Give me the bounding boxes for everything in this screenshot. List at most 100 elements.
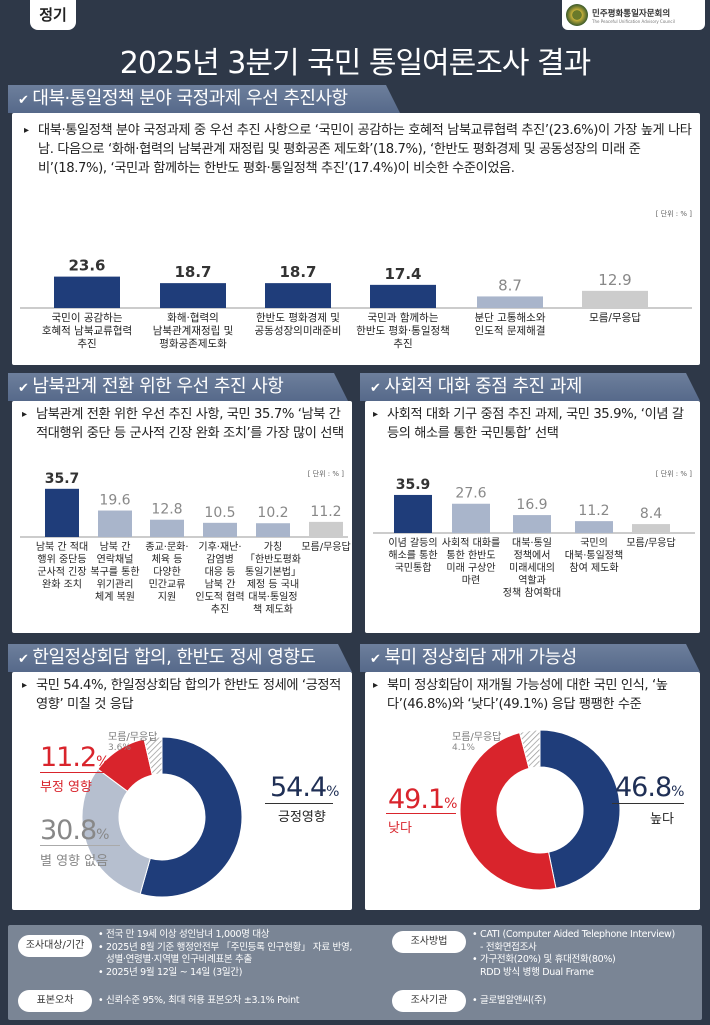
category-label-line: 국민통합: [395, 562, 432, 574]
category-label-line: 위기관리: [97, 578, 134, 591]
unit-label: [ 단위 : % ]: [307, 470, 344, 478]
section-heading-5: ✔ 북미 정상회담 재개 가능성: [360, 644, 700, 672]
bar-value-label: 23.6: [68, 257, 105, 275]
bar: [582, 290, 648, 308]
detail-line: 2025년 9월 12일 ~ 14일 (3일간): [98, 967, 398, 980]
category-label-line: 통한 한반도: [446, 550, 495, 562]
section-heading-3: ✔ 사회적 대화 중점 추진 과제: [360, 373, 700, 401]
bar: [265, 283, 331, 308]
check-icon: ✔: [18, 93, 29, 108]
bar-value-label: 12.9: [598, 271, 631, 289]
bar: [632, 524, 670, 533]
category-label-line: 추진: [77, 338, 96, 350]
category-label-line: 모름/무응답: [626, 537, 675, 549]
bar: [309, 521, 343, 537]
bar-value-label: 35.7: [45, 471, 80, 487]
check-icon: ✔: [18, 652, 29, 667]
category-label-line: 국민의: [580, 537, 608, 549]
category-label-line: 분단 고통해소와: [475, 311, 546, 324]
no-effect-label: 별 영향 없음: [40, 854, 109, 869]
logo: 민주평화통일자문회의 The Peaceful Unification Advis…: [562, 0, 705, 30]
low-value: 49.1%: [388, 784, 458, 815]
category-label-line: 종교·문화·: [145, 541, 188, 553]
category-label-line: 국민과 함께하는: [368, 311, 439, 324]
agency-details: 글로벌알앤씨(주): [472, 995, 546, 1008]
positive-value: 54.4%: [270, 772, 340, 803]
category-label-line: 추진: [393, 338, 412, 350]
category-label-line: 해소를 통한: [388, 549, 437, 562]
bar-value-label: 10.2: [257, 505, 288, 521]
category-label-line: 다양한: [153, 566, 181, 578]
bar-value-label: 17.4: [384, 265, 421, 283]
category-label-line: 사회적 대화를: [442, 537, 500, 549]
survey-info: 조사대상/기간 전국 만 19세 이상 성인남녀 1,000명 대상 2025년…: [8, 925, 702, 1020]
category-label: 가칭 「한반도평화 통일기본법」 제정 등 국내 대북·통일정 책 제도화: [245, 541, 301, 616]
category-label-line: 인도적 협력: [195, 590, 244, 603]
bar: [575, 521, 613, 533]
category-label-line: 미래세대의: [509, 562, 555, 574]
category-label-line: 군사적 긴장: [37, 566, 86, 578]
section-heading-text: 북미 정상회담 재개 가능성: [384, 647, 577, 668]
divider: [612, 803, 684, 804]
donut-slice: [139, 736, 243, 898]
bar-value-label: 18.7: [279, 263, 316, 281]
bar-value-label: 18.7: [174, 263, 211, 281]
panel-lead-text: 사회적 대화 기구 중점 추진 과제, 국민 35.9%, ‘이념 갈등의 해소…: [373, 405, 695, 443]
category-label: 국민이 공감하는 호혜적 남북교류협력 추진: [42, 311, 132, 350]
category-label-line: 모름/무응답: [589, 312, 641, 324]
panel-lead-text: 국민 54.4%, 한일정상회담 합의가 한반도 정세에 ‘긍정적 영향’ 미칠…: [22, 676, 348, 714]
category-label-line: 국민이 공감하는: [52, 311, 123, 324]
panel-lead-text: 남북관계 전환 위한 우선 추진 사항, 국민 35.7% ‘남북 간 적대행위…: [22, 405, 348, 443]
category-label-line: 완화 조치: [42, 579, 82, 591]
category-label-line: 지원: [158, 591, 176, 603]
donut-chart-north-us: [459, 729, 621, 891]
bar: [98, 510, 132, 537]
category-label: 남북 간 연락채널 복구를 통한 위기관리 체계 복원: [90, 541, 139, 603]
section-heading-text: 대북·통일정책 분야 국정과제 우선 추진사항: [32, 88, 348, 109]
negative-value: 11.2%: [40, 742, 110, 773]
category-label-line: 정책 참여확대: [503, 587, 561, 599]
bar: [203, 522, 237, 537]
category-label-line: 체계 복원: [95, 591, 135, 603]
check-icon: ✔: [18, 381, 29, 396]
category-label-line: 모름/무응답: [301, 541, 350, 553]
category-label-line: 참여 제도화: [569, 562, 618, 574]
category-label: 종교·문화· 체육 등 다양한 민간교류 지원: [145, 541, 188, 603]
dk-label: 모름/무응답: [452, 732, 502, 743]
error-text: 신뢰수준 95%, 최대 허용 표본오차 ±3.1% Point: [98, 995, 300, 1008]
category-label-line: 남북 간: [205, 579, 236, 591]
high-label: 높다: [650, 812, 674, 827]
section-heading-1: ✔ 대북·통일정책 분야 국정과제 우선 추진사항: [8, 85, 400, 113]
category-label-line: 복구를 통한: [90, 566, 139, 578]
bar: [45, 488, 79, 537]
detail-line: 전국 만 19세 이상 성인남녀 1,000명 대상: [98, 929, 398, 942]
bar: [160, 283, 226, 308]
bar: [370, 284, 436, 308]
category-label-line: 행위 중단등: [37, 553, 86, 566]
category-label: 화해·협력의 남북관계재정립 및 평화공존제도화: [153, 311, 234, 350]
category-label-line: 체육 등: [152, 554, 183, 566]
bar-value-label: 16.9: [516, 497, 547, 513]
category-label: 국민과 함께하는 한반도 평화·통일정책 추진: [356, 311, 450, 350]
regular-tag: 정기: [30, 0, 76, 30]
section-heading-text: 남북관계 전환 위한 우선 추진 사항: [32, 376, 284, 397]
donut-chart-korea-japan: [81, 736, 243, 898]
category-label: 모름/무응답: [301, 541, 350, 553]
category-label: 남북 간 적대 행위 중단등 군사적 긴장 완화 조치: [36, 541, 88, 591]
category-label-line: 남북 간 적대: [36, 541, 88, 553]
bar-chart-social-dialogue: 35.9 이념 갈등의 해소를 통한 국민통합 27.6 사회적 대화를 통한 한반도 미래 …: [373, 477, 695, 599]
category-label: 분단 고통해소와 인도적 문제해결: [475, 311, 546, 337]
divider: [40, 772, 140, 773]
agency-pill: 조사기관: [392, 990, 466, 1012]
bar-value-label: 10.5: [204, 505, 235, 521]
category-label: 모름/무응답: [626, 537, 675, 549]
category-label: 한반도 평화경제 및 공동성장의미래준비: [255, 311, 342, 337]
bar: [477, 296, 543, 308]
detail-line: - 전화면접조사: [480, 941, 537, 953]
category-label-line: 대북·통일정책: [565, 550, 623, 562]
check-icon: ✔: [370, 381, 381, 396]
check-icon: ✔: [370, 652, 381, 667]
bar: [54, 276, 120, 308]
category-label-line: 미래 구상안: [446, 562, 495, 574]
